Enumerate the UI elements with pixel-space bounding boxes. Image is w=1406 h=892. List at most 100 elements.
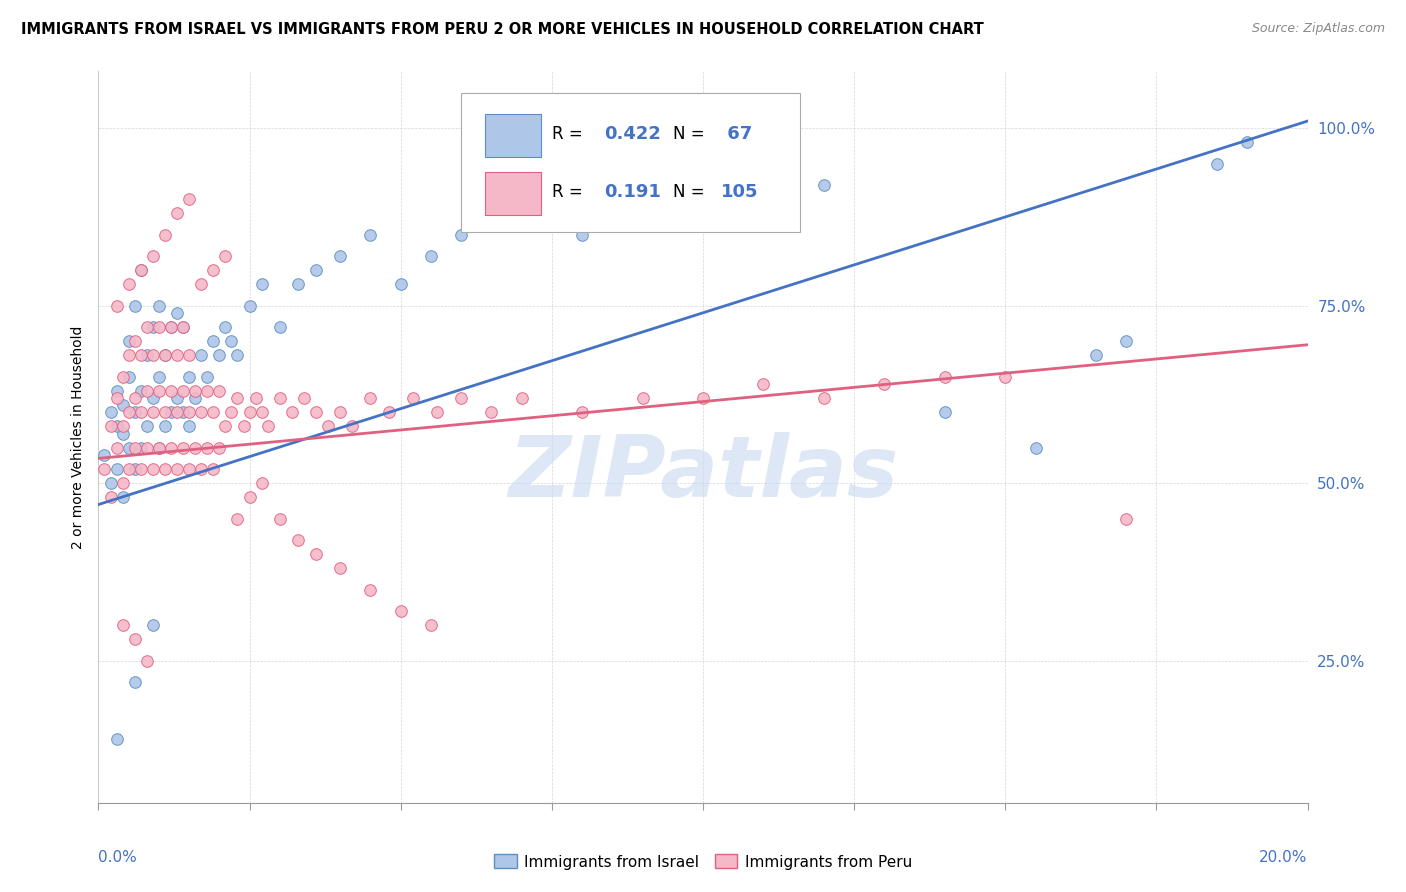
Point [124,391,146,405]
Point [179,348,201,362]
Point [179,462,201,476]
Point [179,369,201,384]
Point [179,192,201,206]
Point [153,348,176,362]
Point [160,320,183,334]
Point [166,306,188,320]
Point [226,391,249,405]
Point [124,405,146,419]
Point [142,462,165,476]
Text: 0.0%: 0.0% [98,850,138,865]
Point [142,405,165,419]
Point [100,405,122,419]
Point [402,391,425,405]
Text: 67: 67 [721,125,752,143]
Point [153,405,176,419]
Point [142,618,165,632]
Point [450,391,472,405]
Text: 105: 105 [721,183,759,201]
Point [510,206,533,220]
Point [179,419,201,434]
Point [148,441,170,455]
Point [934,405,956,419]
Point [148,441,170,455]
Point [179,405,201,419]
Text: IMMIGRANTS FROM ISRAEL VS IMMIGRANTS FROM PERU 2 OR MORE VEHICLES IN HOUSEHOLD C: IMMIGRANTS FROM ISRAEL VS IMMIGRANTS FRO… [21,22,984,37]
Point [329,249,352,263]
Point [190,277,212,292]
Text: 0.422: 0.422 [603,125,661,143]
Point [934,369,956,384]
Text: Source: ZipAtlas.com: Source: ZipAtlas.com [1251,22,1385,36]
Text: R =: R = [551,125,588,143]
Point [195,384,218,398]
Point [129,441,152,455]
Point [221,334,243,349]
Point [214,419,236,434]
Point [631,391,654,405]
Point [426,405,449,419]
Point [135,654,157,668]
Point [305,405,328,419]
Point [221,405,243,419]
Point [450,227,472,242]
Point [142,391,165,405]
Point [269,320,291,334]
Point [202,334,225,349]
Point [208,441,231,455]
FancyBboxPatch shape [485,114,541,157]
Point [105,462,128,476]
Point [111,426,134,441]
Point [184,441,207,455]
Point [239,405,262,419]
Point [166,206,188,220]
Point [239,491,262,505]
Point [571,227,593,242]
Text: R =: R = [551,183,593,201]
Point [250,476,273,491]
Point [124,299,146,313]
Point [166,462,188,476]
Point [692,192,714,206]
Point [305,263,328,277]
Point [153,227,176,242]
Point [250,277,273,292]
Point [172,441,194,455]
Point [316,419,339,434]
Text: N =: N = [672,125,710,143]
Point [214,320,236,334]
Point [148,320,170,334]
Point [153,462,176,476]
Point [118,369,141,384]
Point [190,405,212,419]
Point [166,391,188,405]
FancyBboxPatch shape [461,94,800,232]
Point [105,419,128,434]
Text: ZIPatlas: ZIPatlas [508,432,898,516]
Point [1085,348,1108,362]
Point [124,632,146,647]
Point [329,405,352,419]
Point [360,391,382,405]
Point [360,582,382,597]
Point [195,369,218,384]
Point [135,320,157,334]
Point [142,348,165,362]
Point [118,348,141,362]
Point [111,491,134,505]
Point [420,249,443,263]
Point [148,299,170,313]
Point [124,462,146,476]
Point [360,227,382,242]
Point [129,462,152,476]
Point [129,405,152,419]
Point [214,249,236,263]
Point [873,376,896,391]
Point [481,405,503,419]
Point [100,419,122,434]
Point [111,369,134,384]
Point [124,441,146,455]
Point [129,263,152,277]
Point [1206,156,1229,170]
Point [190,462,212,476]
